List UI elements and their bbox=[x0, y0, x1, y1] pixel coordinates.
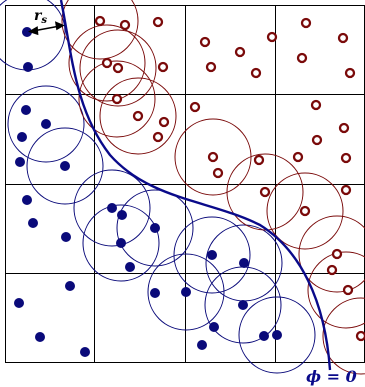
phase-b-radius-circle bbox=[307, 251, 365, 329]
phase-b-particle bbox=[355, 330, 365, 342]
phase-a-particles bbox=[14, 27, 282, 357]
phase-b-particle bbox=[111, 93, 123, 105]
phase-b-particle bbox=[292, 151, 304, 163]
phase-a-particle bbox=[22, 195, 32, 205]
phase-a-particle bbox=[207, 250, 217, 260]
phase-b-particle bbox=[152, 16, 164, 28]
interface-curve bbox=[59, 0, 332, 371]
phase-a-particle bbox=[209, 322, 219, 332]
phase-a-radius-circle bbox=[116, 189, 194, 267]
phase-b-particle bbox=[152, 131, 164, 143]
phase-b-particle bbox=[234, 46, 246, 58]
phase-a-radius-circle bbox=[173, 216, 251, 294]
phase-b-radius-circle bbox=[322, 297, 365, 375]
phase-a-particle bbox=[272, 330, 282, 340]
phase-a-particle bbox=[17, 132, 27, 142]
phase-b-particle bbox=[266, 31, 278, 43]
phase-a-particle bbox=[23, 62, 33, 72]
phase-b-radius-circle bbox=[298, 215, 365, 293]
phase-b-particle bbox=[94, 15, 106, 27]
phase-b-particle bbox=[331, 248, 343, 260]
phase-b-radius-circle bbox=[266, 172, 344, 250]
phase-a-radius-circle bbox=[7, 85, 85, 163]
phase-b-particle bbox=[300, 17, 312, 29]
phase-b-radius-circle bbox=[78, 60, 156, 138]
phase-b-particle bbox=[344, 67, 356, 79]
phase-b-particle bbox=[253, 154, 265, 166]
phase-b-particle bbox=[340, 152, 352, 164]
phase-b-particle bbox=[250, 67, 262, 79]
phase-a-particle bbox=[21, 105, 31, 115]
phase-b-particle bbox=[338, 122, 350, 134]
phase-b-particle bbox=[189, 101, 201, 113]
phase-a-particle bbox=[14, 298, 24, 308]
phase-a-radius-circle bbox=[26, 127, 104, 205]
phase-b-particles bbox=[94, 15, 365, 342]
phase-b-radius-circle bbox=[99, 77, 177, 155]
phase-b-radius-circle bbox=[68, 24, 146, 102]
phase-a-particle bbox=[22, 27, 32, 37]
phase-a-particle bbox=[239, 258, 249, 268]
phase-b-particle bbox=[296, 52, 308, 64]
phase-b-particle bbox=[207, 151, 219, 163]
phase-a-particle bbox=[181, 287, 191, 297]
phase-a-radius-circles bbox=[0, 0, 316, 374]
phase-b-particle bbox=[199, 36, 211, 48]
phase-b-radius-circle bbox=[226, 153, 304, 231]
grid bbox=[5, 5, 365, 363]
phase-a-particle bbox=[150, 223, 160, 233]
radius-label-subscript: s bbox=[41, 15, 47, 26]
phase-a-particle bbox=[117, 210, 127, 220]
phase-b-particle bbox=[112, 62, 124, 74]
phase-b-particle bbox=[326, 264, 338, 276]
phase-a-radius-circle bbox=[238, 296, 316, 374]
phase-a-particle bbox=[116, 238, 126, 248]
phase-a-radius-circle bbox=[0, 0, 66, 71]
phase-a-particle bbox=[60, 161, 70, 171]
phase-b-particle bbox=[340, 184, 352, 196]
phase-b-radius-circles bbox=[61, 0, 365, 375]
phase-b-particle bbox=[158, 116, 170, 128]
phase-b-particle bbox=[212, 167, 224, 179]
phase-b-particle bbox=[259, 186, 271, 198]
radius-label: rs bbox=[34, 8, 47, 26]
phase-b-particle bbox=[157, 61, 169, 73]
phase-b-particle bbox=[342, 284, 354, 296]
phase-a-particle bbox=[125, 262, 135, 272]
phase-b-particle bbox=[119, 19, 131, 31]
phase-a-particle bbox=[35, 332, 45, 342]
phase-b-radius-circle bbox=[79, 29, 157, 107]
radius-arrow bbox=[28, 21, 65, 36]
phase-b-radius-circle bbox=[61, 0, 139, 60]
phase-a-particle bbox=[15, 157, 25, 167]
phase-a-particle bbox=[238, 300, 248, 310]
phase-a-radius-circle bbox=[82, 204, 160, 282]
phase-b-particle bbox=[132, 110, 144, 122]
phase-a-particle bbox=[80, 347, 90, 357]
phase-a-particle bbox=[259, 331, 269, 341]
phase-b-particle bbox=[310, 99, 322, 111]
phase-b-particle bbox=[337, 32, 349, 44]
phase-b-particle bbox=[101, 57, 113, 69]
phase-b-particle bbox=[205, 61, 217, 73]
phase-a-particle bbox=[41, 119, 51, 129]
phase-a-particle bbox=[28, 218, 38, 228]
phase-a-particle bbox=[150, 288, 160, 298]
phase-a-radius-circle bbox=[73, 169, 151, 247]
phase-a-particle bbox=[61, 232, 71, 242]
interface-label: ϕ = 0 bbox=[306, 367, 357, 386]
phase-a-particle bbox=[197, 340, 207, 350]
phase-b-particle bbox=[311, 134, 323, 146]
phase-a-particle bbox=[107, 203, 117, 213]
phase-a-radius-circle bbox=[147, 253, 225, 331]
radius-label-base: r bbox=[34, 8, 43, 24]
phase-a-particle bbox=[65, 281, 75, 291]
phase-b-particle bbox=[299, 205, 311, 217]
